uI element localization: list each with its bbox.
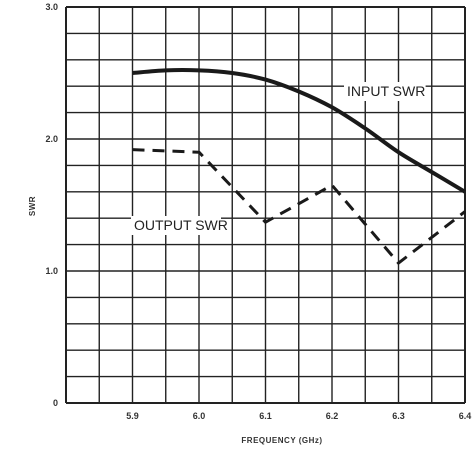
series-line-input-swr — [132, 68, 467, 194]
y-tick-label: 0 — [53, 398, 58, 408]
x-tick-label: 6.4 — [459, 411, 472, 421]
chart-grid — [65, 6, 466, 404]
x-tick-label: 5.9 — [126, 411, 139, 421]
series-label-output-swr: OUTPUT SWR — [134, 217, 228, 233]
series-label-background — [131, 216, 221, 235]
x-tick-label: 6.2 — [326, 411, 339, 421]
axis-ticks: 5.9 6.0 6.1 6.2 6.3 6.4 0 1.0 2.0 3.0 — [45, 2, 471, 421]
series-labels: INPUT SWR OUTPUT SWR — [131, 82, 426, 235]
series-label-background — [344, 82, 426, 101]
y-axis-label: SWR — [28, 196, 37, 216]
y-tick-label: 2.0 — [45, 134, 58, 144]
series-label-input-swr: INPUT SWR — [347, 83, 425, 99]
y-tick-label: 3.0 — [45, 2, 58, 12]
x-tick-label: 6.3 — [392, 411, 405, 421]
x-tick-label: 6.1 — [259, 411, 272, 421]
series-line-output-swr — [132, 148, 466, 265]
y-tick-label: 1.0 — [45, 266, 58, 276]
chart-lines — [132, 68, 467, 265]
x-axis-label: FREQUENCY (GHz) — [241, 436, 322, 445]
x-tick-label: 6.0 — [193, 411, 206, 421]
